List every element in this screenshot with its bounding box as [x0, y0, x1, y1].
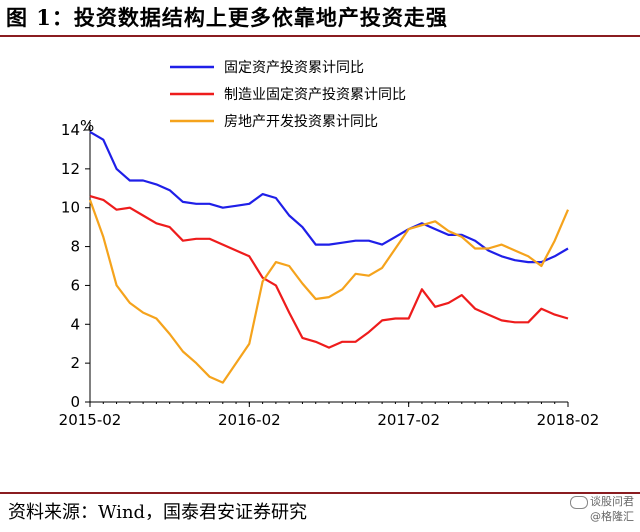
chart-series-lines	[88, 130, 570, 384]
x-tick-label: 2018-02	[537, 411, 600, 429]
title-underline	[0, 35, 640, 37]
figure-title: 图 1：投资数据结构上更多依靠地产投资走强	[6, 5, 448, 30]
source-note: 资料来源：Wind，国泰君安证券研究	[8, 502, 308, 523]
series-line-1	[89, 130, 569, 264]
legend-label-2: 制造业固定资产投资累计同比	[224, 87, 406, 103]
legend-label-3: 房地产开发投资累计同比	[224, 114, 378, 130]
line-chart: 0 2 4 6 8 10 12 14 % 2015-02 2016-02 2017-02 2018-02…	[59, 60, 600, 429]
y-tick-label: 10	[61, 199, 80, 217]
y-tick-label: 12	[61, 160, 80, 178]
legend-label-1: 固定资产投资累计同比	[224, 60, 364, 76]
watermark-line1: 谈股问君	[590, 495, 634, 508]
y-tick-label: 6	[70, 276, 80, 294]
wechat-icon	[570, 495, 588, 509]
y-tick-label: 2	[70, 354, 80, 372]
chart-axes: 0 2 4 6 8 10 12 14 % 2015-02 2016-02 2017-02 2018-02	[59, 117, 600, 429]
y-tick-label: 8	[70, 238, 80, 256]
footer-rule	[0, 492, 640, 494]
series-line-2	[89, 195, 569, 349]
y-tick-label: 0	[70, 393, 80, 411]
y-tick-label: 4	[70, 315, 80, 333]
series-line-3	[88, 199, 570, 384]
watermark: 谈股问君 @格隆汇	[570, 494, 634, 524]
y-tick-label: 14	[61, 121, 80, 139]
x-tick-label: 2015-02	[59, 411, 122, 429]
x-tick-label: 2017-02	[377, 411, 440, 429]
unit-label: %	[80, 117, 94, 135]
x-tick-label: 2016-02	[218, 411, 281, 429]
watermark-line2: @格隆汇	[590, 510, 634, 523]
